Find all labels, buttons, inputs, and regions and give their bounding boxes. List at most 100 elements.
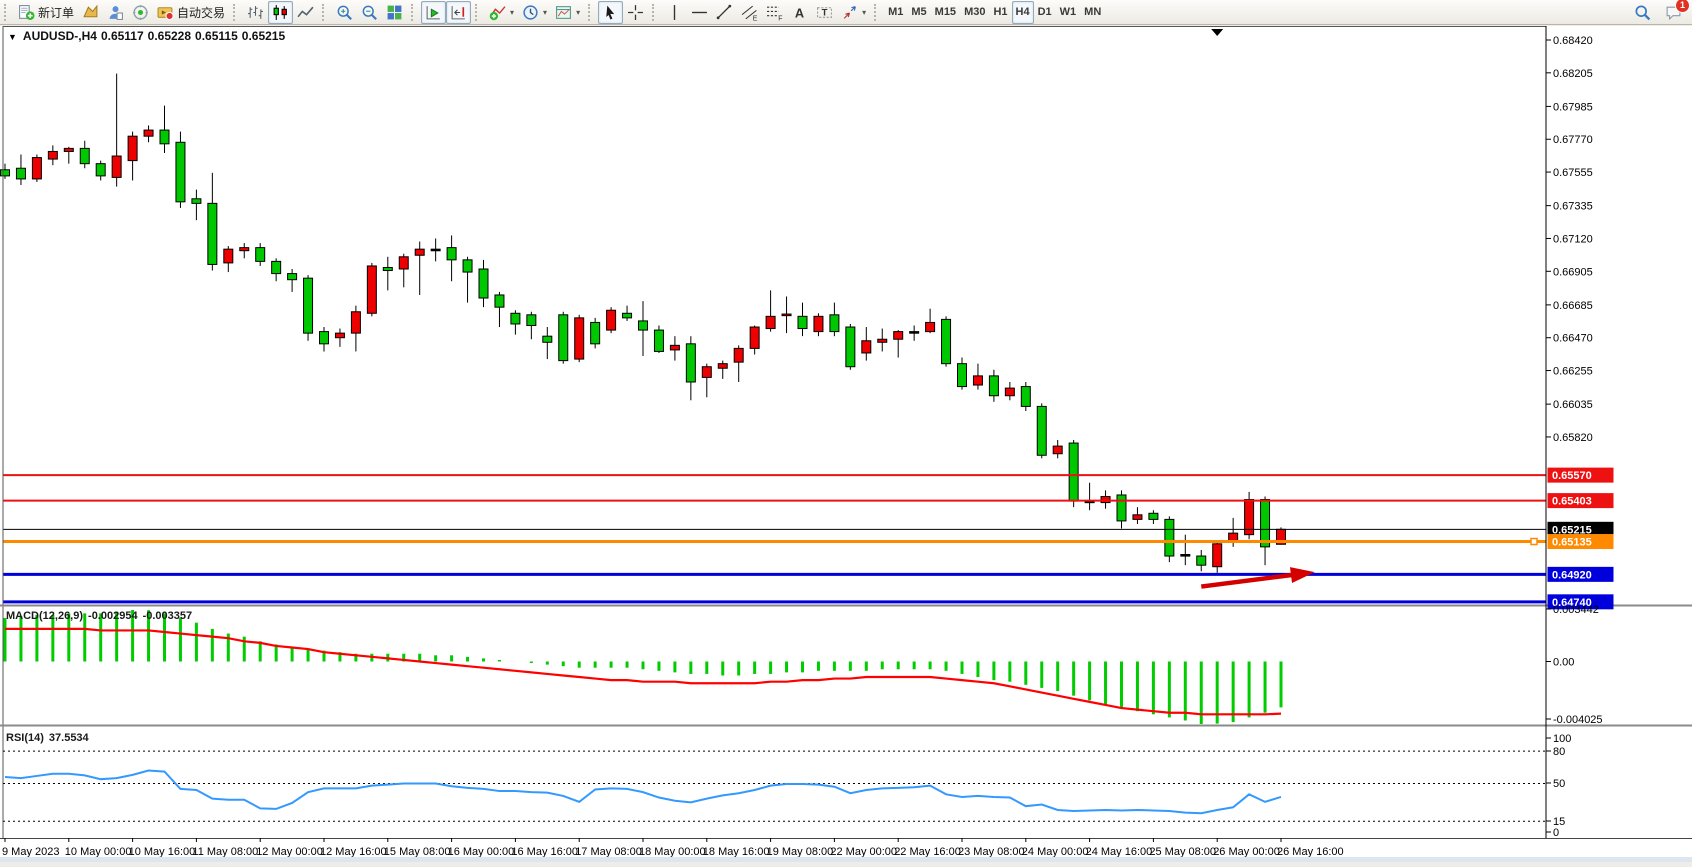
timeframe-m30-button[interactable]: M30 xyxy=(960,1,989,24)
price-label-box[interactable] xyxy=(1547,594,1614,610)
candle xyxy=(1260,496,1271,566)
timeframe-d1-button[interactable]: D1 xyxy=(1034,1,1056,24)
crosshair-button[interactable] xyxy=(623,1,648,24)
timeframe-m1-button[interactable]: M1 xyxy=(884,1,907,24)
line-chart-button[interactable] xyxy=(293,1,318,24)
v-line-icon xyxy=(666,4,683,21)
line-handle[interactable] xyxy=(1530,537,1538,546)
fibonacci-button[interactable]: F xyxy=(762,1,787,24)
candle xyxy=(590,317,601,349)
chart-shift-button[interactable] xyxy=(446,0,472,24)
horizontal-line-button[interactable] xyxy=(687,1,712,24)
market-radar-button[interactable] xyxy=(128,1,153,24)
price-label-box[interactable] xyxy=(1547,534,1614,550)
chart-window: 0.68420 0.68205 0.67985 0.67770 0.67555 0.673… xyxy=(0,26,1692,862)
periods-button[interactable]: ▾ xyxy=(518,1,551,24)
candle-body xyxy=(669,344,680,351)
candle-body xyxy=(191,198,202,204)
chart-shift-marker[interactable] xyxy=(1211,29,1224,36)
candle xyxy=(1212,540,1223,573)
candlestick-chart-button[interactable] xyxy=(268,0,294,24)
close-value: 0.65215 xyxy=(241,29,286,43)
new-chart-button[interactable] xyxy=(78,1,103,24)
auto-scroll-button[interactable] xyxy=(421,0,447,24)
indicators-button[interactable]: ▾ xyxy=(485,1,518,24)
timeframe-label: M30 xyxy=(964,6,986,18)
radar-icon xyxy=(132,4,149,21)
candle-body xyxy=(207,202,218,265)
timeframe-mn-button[interactable]: MN xyxy=(1080,1,1105,24)
candle xyxy=(15,154,26,186)
autotrading-button[interactable]: 自动交易 xyxy=(153,1,229,24)
search-icon xyxy=(1634,4,1651,21)
timeframe-w1-button[interactable]: W1 xyxy=(1056,1,1081,24)
open-value: 0.65117 xyxy=(100,29,144,43)
search-button[interactable] xyxy=(1630,1,1655,24)
price-label-box[interactable] xyxy=(1547,467,1614,483)
timeframe-label: H4 xyxy=(1015,6,1030,18)
price-label-box[interactable] xyxy=(1547,493,1614,509)
chevron-down-icon[interactable]: ▾ xyxy=(543,7,548,17)
candle-body xyxy=(1052,445,1063,455)
candle-body xyxy=(845,326,856,368)
bar-chart-button[interactable] xyxy=(243,1,268,24)
zoom-out-button[interactable] xyxy=(357,1,382,24)
candle xyxy=(701,363,712,398)
svg-text:F: F xyxy=(778,15,782,21)
zoom-in-button[interactable] xyxy=(332,1,357,24)
candle-body xyxy=(861,340,872,354)
templates-button[interactable]: ▾ xyxy=(551,1,584,24)
arrows-button[interactable]: ▾ xyxy=(837,1,870,24)
candle xyxy=(303,275,314,341)
candle-body xyxy=(79,147,90,165)
candle-body xyxy=(765,315,776,330)
candle-body xyxy=(1180,554,1191,557)
candle xyxy=(1196,549,1207,572)
equidistant-channel-button[interactable]: E xyxy=(737,1,762,24)
candle-body xyxy=(462,259,473,273)
candle xyxy=(558,311,569,364)
candle xyxy=(1148,510,1159,524)
timeframe-label: W1 xyxy=(1059,6,1077,18)
trendline-button[interactable] xyxy=(712,1,737,24)
timeframe-h1-button[interactable]: H1 xyxy=(989,1,1011,24)
notifications-button[interactable]: 1 xyxy=(1661,0,1690,24)
price-tick-label: 0.66035 xyxy=(1553,399,1593,411)
chevron-down-icon[interactable]: ▾ xyxy=(862,7,867,17)
window-bottom-edge xyxy=(0,857,1692,862)
text-label-button[interactable]: T xyxy=(812,1,837,24)
candle xyxy=(462,256,473,303)
time-tick-label: 23 May 08:00 xyxy=(958,846,1025,858)
price-tick-label: 0.66685 xyxy=(1553,300,1593,312)
arrow-shaft[interactable] xyxy=(1200,572,1298,589)
price-label-box[interactable] xyxy=(1547,566,1614,582)
toolbar-grip xyxy=(652,3,659,21)
collapse-quotes-icon[interactable]: ▼ xyxy=(8,32,17,42)
candle-body xyxy=(31,157,42,180)
timeframe-m5-button[interactable]: M5 xyxy=(907,1,930,24)
text-button[interactable]: A xyxy=(787,1,812,24)
vertical-line-button[interactable] xyxy=(662,1,687,24)
price-tick-label: 0.66255 xyxy=(1553,366,1593,378)
candle-body xyxy=(972,375,983,386)
new-order-button[interactable]: 新订单 xyxy=(14,1,78,24)
tile-windows-button[interactable] xyxy=(382,1,407,24)
timeframe-m15-button[interactable]: M15 xyxy=(931,1,960,24)
candle-body xyxy=(510,312,521,325)
rsi-value: 37.5534 xyxy=(48,732,89,744)
chevron-down-icon[interactable]: ▾ xyxy=(510,7,515,17)
candle-body xyxy=(1116,494,1127,522)
timeframe-h4-button[interactable]: H4 xyxy=(1011,0,1034,24)
chevron-down-icon[interactable]: ▾ xyxy=(576,7,581,17)
trend-line-icon xyxy=(716,4,733,21)
mql5-community-button[interactable] xyxy=(103,1,128,24)
new-order-button-label: 新订单 xyxy=(38,5,75,20)
candle xyxy=(542,327,553,360)
candle xyxy=(47,145,58,166)
arrow-head[interactable] xyxy=(1289,567,1315,584)
symbol-period-label: AUDUSD-,H4 xyxy=(22,29,97,43)
cursor-button[interactable] xyxy=(598,0,624,24)
candle xyxy=(510,310,521,335)
svg-text:E: E xyxy=(753,15,758,21)
candle xyxy=(382,256,393,291)
